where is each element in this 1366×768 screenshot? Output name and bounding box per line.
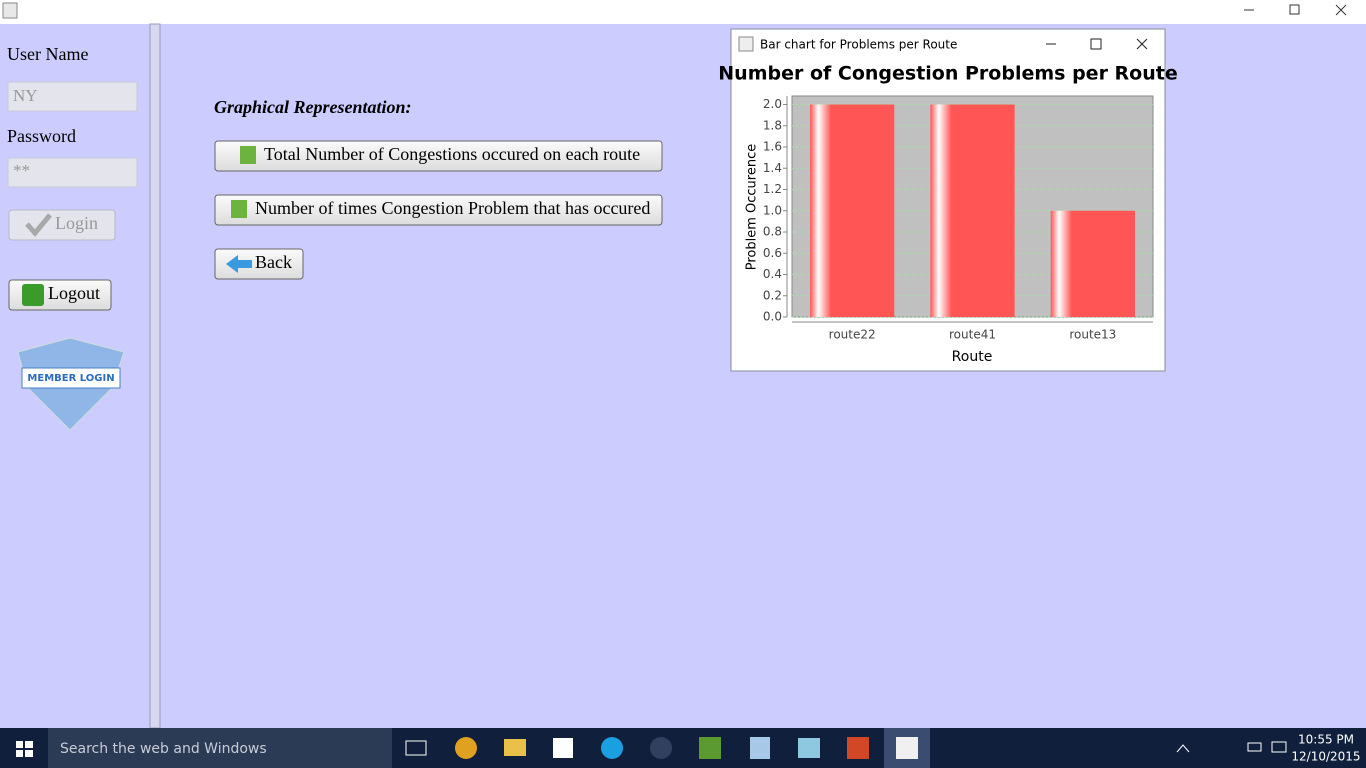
- button-label: Login: [55, 213, 98, 233]
- x-tick-label: route22: [829, 328, 876, 342]
- badge-text: MEMBER LOGIN: [27, 373, 114, 384]
- y-tick-label: 2.0: [763, 97, 782, 111]
- title-bar: [0, 0, 1366, 24]
- window-icon: [738, 36, 754, 52]
- label: Password: [7, 126, 76, 146]
- app-icon[interactable]: [750, 737, 770, 759]
- store-icon[interactable]: [553, 738, 573, 758]
- chart-title: Number of Congestion Problems per Route: [718, 63, 1177, 85]
- y-tick-label: 0.4: [763, 267, 782, 281]
- check-icon: [25, 213, 52, 237]
- bar: [1050, 210, 1135, 317]
- x-tick-label: route13: [1069, 328, 1116, 342]
- button-label: Back: [255, 252, 292, 272]
- y-tick-label: 1.8: [763, 118, 782, 132]
- badge-band: [21, 367, 121, 389]
- start-button[interactable]: [16, 741, 33, 757]
- y-tick-label: 1.0: [763, 203, 782, 217]
- y-tick-label: 1.4: [763, 161, 782, 175]
- x-axis-label: Route: [952, 349, 993, 365]
- y-axis-label: Problem Occurence: [745, 144, 760, 271]
- text-field[interactable]: [7, 81, 138, 112]
- chart-icon: [231, 200, 247, 218]
- bar: [930, 104, 1015, 317]
- clock-time: 10:55 PM: [1298, 733, 1354, 747]
- bar: [810, 104, 895, 317]
- y-tick-label: 0.8: [763, 225, 782, 239]
- search-box[interactable]: [48, 728, 392, 768]
- restore[interactable]: [1289, 4, 1300, 15]
- app-icon[interactable]: [699, 737, 721, 759]
- powerpoint-icon[interactable]: [847, 737, 869, 759]
- close[interactable]: [1335, 4, 1347, 16]
- chart-button[interactable]: [214, 194, 663, 226]
- button-label: Logout: [48, 283, 100, 303]
- chart-button[interactable]: [214, 140, 663, 172]
- label: User Name: [7, 44, 88, 64]
- task-view[interactable]: [405, 740, 427, 756]
- steam-icon[interactable]: [650, 737, 672, 759]
- section-heading: Graphical Representation:: [214, 97, 412, 117]
- button-label: Total Number of Congestions occured on e…: [264, 144, 640, 164]
- x-tick-label: route41: [949, 328, 996, 342]
- window-title: Bar chart for Problems per Route: [760, 38, 957, 52]
- skype-icon[interactable]: [601, 737, 623, 759]
- y-tick-label: 1.6: [763, 140, 782, 154]
- chrome-icon[interactable]: [455, 737, 477, 759]
- app-icon: [2, 2, 18, 19]
- y-tick-label: 0.6: [763, 246, 782, 260]
- close[interactable]: [1136, 38, 1148, 50]
- splitter[interactable]: [149, 23, 161, 729]
- tray-icons[interactable]: [1176, 741, 1287, 753]
- back-icon: [226, 255, 252, 273]
- explorer-icon[interactable]: [504, 739, 526, 756]
- chart-icon: [240, 146, 256, 164]
- maximize[interactable]: [1090, 38, 1102, 50]
- java-icon: [896, 737, 918, 759]
- y-tick-label: 0.2: [763, 288, 782, 302]
- clock-date: 12/10/2015: [1291, 750, 1360, 764]
- y-tick-label: 0.0: [763, 310, 782, 324]
- password-field[interactable]: [7, 157, 138, 188]
- y-tick-label: 1.2: [763, 182, 782, 196]
- app-icon[interactable]: [798, 738, 820, 758]
- field-value: **: [13, 161, 30, 180]
- field-value: NY: [13, 86, 38, 105]
- logout-icon: [22, 284, 44, 306]
- button-label: Number of times Congestion Problem that …: [255, 198, 650, 218]
- search-placeholder: Search the web and Windows: [60, 741, 267, 757]
